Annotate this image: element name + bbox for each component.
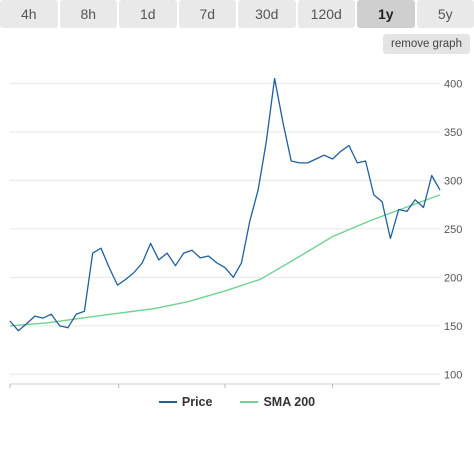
y-tick-label-400: 400 bbox=[444, 78, 462, 90]
timeframe-tabs: 4h 8h 1d 7d 30d 120d 1y 5y bbox=[0, 0, 474, 30]
tab-120d[interactable]: 120d bbox=[297, 0, 355, 28]
chart-legend: Price SMA 200 bbox=[0, 392, 474, 412]
series-line-price bbox=[9, 77, 441, 332]
x-tick-label-2: Apr '25 bbox=[208, 391, 243, 392]
legend-price-swatch bbox=[158, 401, 177, 403]
tab-7d[interactable]: 7d bbox=[178, 0, 236, 28]
x-tick-label-0: Oct '24 bbox=[10, 391, 45, 392]
series-line-sma200 bbox=[9, 194, 441, 327]
remove-graph-button[interactable]: remove graph bbox=[383, 34, 470, 54]
price-chart: 100 150 200 250 300 350 400 Oct '24 Jan '25 Apr '… bbox=[9, 77, 462, 392]
y-tick-label-350: 350 bbox=[444, 127, 462, 139]
tab-5y[interactable]: 5y bbox=[416, 0, 474, 28]
legend-item-sma200[interactable]: SMA 200 bbox=[240, 395, 315, 409]
legend-price-label: Price bbox=[181, 395, 213, 409]
tab-4h[interactable]: 4h bbox=[0, 0, 58, 28]
tab-30d[interactable]: 30d bbox=[238, 0, 296, 28]
y-tick-label-100: 100 bbox=[444, 369, 462, 381]
legend-item-price[interactable]: Price bbox=[158, 395, 213, 409]
y-tick-label-150: 150 bbox=[444, 321, 462, 333]
tab-1d[interactable]: 1d bbox=[119, 0, 177, 28]
tab-8h[interactable]: 8h bbox=[59, 0, 117, 28]
legend-sma200-label: SMA 200 bbox=[263, 395, 316, 409]
x-tick-label-1: Jan '25 bbox=[101, 391, 136, 392]
y-tick-label-250: 250 bbox=[444, 224, 462, 236]
y-tick-label-300: 300 bbox=[444, 175, 462, 187]
legend-sma200-swatch bbox=[240, 401, 259, 403]
y-tick-label-200: 200 bbox=[444, 272, 462, 284]
x-tick-label-3: Jul '25 bbox=[317, 391, 348, 392]
tab-1y[interactable]: 1y bbox=[357, 0, 415, 28]
